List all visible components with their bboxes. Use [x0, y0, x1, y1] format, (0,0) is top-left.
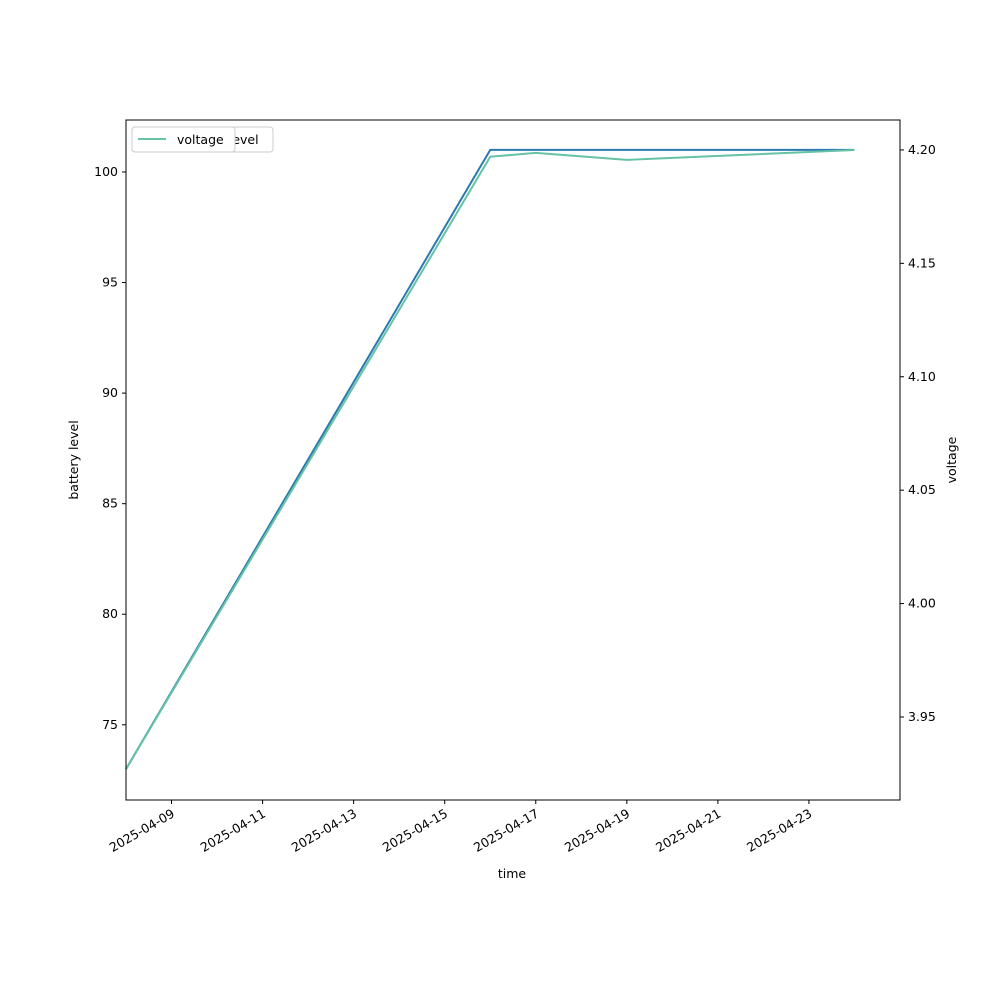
data-line	[125, 148, 855, 770]
y2-tick-label: 4.00	[908, 596, 936, 611]
y-tick-label: 90	[102, 385, 118, 400]
x-tick-label: 2025-04-21	[653, 806, 723, 855]
y2-axis-label: voltage	[944, 436, 959, 483]
y-tick-label: 100	[94, 164, 118, 179]
legend-label: voltage	[177, 132, 224, 147]
y2-tick-label: 3.95	[908, 709, 936, 724]
y-tick-label: 95	[102, 275, 118, 290]
y-tick-label: 80	[102, 606, 118, 621]
y2-tick-label: 4.10	[908, 369, 936, 384]
x-tick-label: 2025-04-19	[562, 806, 632, 855]
legend-box	[131, 126, 236, 153]
y2-tick-label: 4.20	[908, 142, 936, 157]
y-axis-label: battery level	[66, 420, 81, 499]
x-tick-label: 2025-04-17	[471, 806, 541, 855]
y2-tick-label: 4.15	[908, 255, 936, 270]
y2-tick-label: 4.05	[908, 482, 936, 497]
y-tick-label: 85	[102, 496, 118, 511]
x-tick-label: 2025-04-15	[380, 806, 450, 855]
x-tick-label: 2025-04-11	[198, 806, 268, 855]
x-tick-label: 2025-04-23	[744, 806, 814, 855]
data-line	[125, 148, 855, 770]
x-axis-label: time	[498, 866, 527, 881]
y-tick-label: 75	[102, 717, 118, 732]
x-tick-label: 2025-04-13	[289, 806, 359, 855]
plot-frame	[125, 119, 901, 801]
x-tick-label: 2025-04-09	[107, 806, 177, 855]
